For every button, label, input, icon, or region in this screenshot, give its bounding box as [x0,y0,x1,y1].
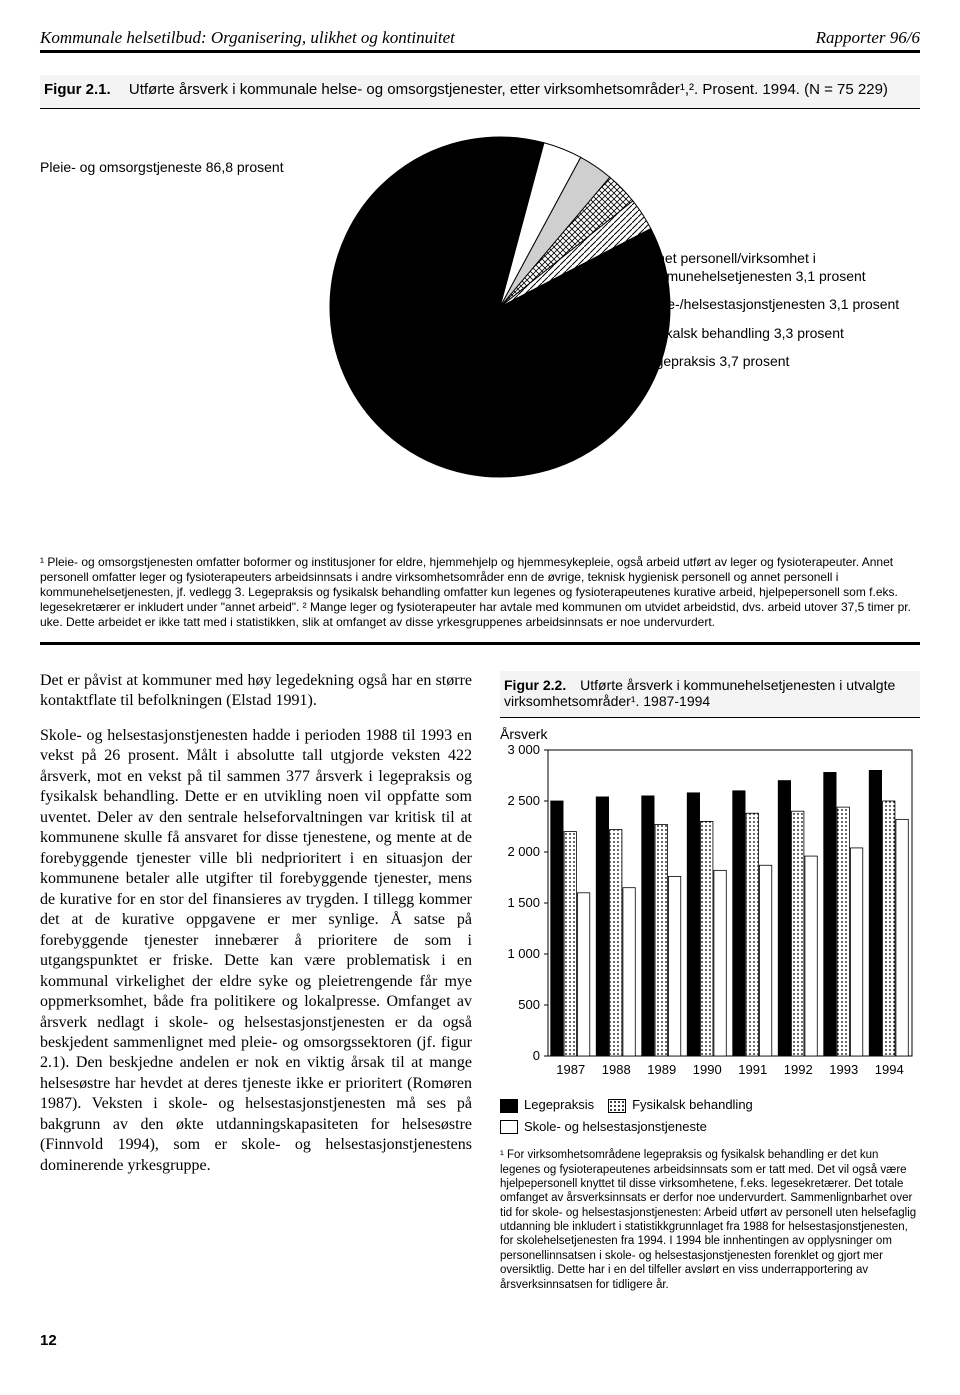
legend-label-2: Skole- og helsestasjonstjeneste [524,1119,707,1134]
pie-slice-label-3: Fysikalsk behandling 3,3 prosent [640,324,920,342]
svg-text:1987: 1987 [556,1062,585,1077]
page-number: 12 [40,1332,920,1349]
svg-text:1988: 1988 [602,1062,631,1077]
figure-2-caption: Figur 2.2. Utførte årsverk i kommunehels… [500,671,920,718]
pie-right-labels: Annet personell/virksomhet i kommunehels… [640,249,920,380]
svg-text:1994: 1994 [875,1062,904,1077]
figure-2-ylabel: Årsverk [500,726,920,742]
body-paragraph-1: Det er påvist at kommuner med høy legede… [40,671,472,712]
bar-chart: 0 500 1 000 1 500 2 000 2 500 3 000 1987 1988 198… [500,744,920,1084]
svg-text:1 000: 1 000 [507,946,540,961]
svg-text:1993: 1993 [829,1062,858,1077]
pie-slice-label-4: Legepraksis 3,7 prosent [640,352,920,370]
svg-text:1992: 1992 [784,1062,813,1077]
pie-slice-label-2: Skole-/helsestasjonstjenesten 3,1 prosen… [640,295,920,313]
figure-1-caption-text: Utførte årsverk i kommunale helse- og om… [129,81,888,98]
svg-text:1989: 1989 [647,1062,676,1077]
figure-2-legend: Legepraksis Fysikalsk behandling Skole- … [500,1097,920,1134]
svg-text:500: 500 [518,997,540,1012]
header-title-left: Kommunale helsetilbud: Organisering, uli… [40,28,455,48]
svg-text:1990: 1990 [693,1062,722,1077]
figure-2-footnote: ¹ For virksomhetsområdene legepraksis og… [500,1148,920,1292]
svg-text:1991: 1991 [738,1062,767,1077]
svg-text:2 500: 2 500 [507,793,540,808]
svg-text:3 000: 3 000 [507,744,540,757]
pie-slice-label-main: Pleie- og omsorgstjeneste 86,8 prosent [40,159,284,175]
svg-text:2 000: 2 000 [507,844,540,859]
pie-chart [320,127,680,487]
body-text-column: Det er påvist at kommuner med høy legede… [40,671,472,1292]
figure-2: Årsverk 0 500 1 000 1 500 2 000 2 500 3 000 198… [500,726,920,1087]
legend-swatch-fysikalsk [608,1099,626,1113]
figure-1-footnote: ¹ Pleie- og omsorgstjenesten omfatter bo… [40,555,920,645]
figure-2-column: Figur 2.2. Utførte årsverk i kommunehels… [500,671,920,1292]
figure-1-number: Figur 2.1. [44,81,111,98]
svg-text:1 500: 1 500 [507,895,540,910]
page-header: Kommunale helsetilbud: Organisering, uli… [40,28,920,53]
header-title-right: Rapporter 96/6 [816,28,920,48]
figure-1-caption: Figur 2.1. Utførte årsverk i kommunale h… [40,75,920,109]
legend-label-1: Fysikalsk behandling [632,1097,753,1112]
legend-swatch-skole [500,1120,518,1134]
svg-text:0: 0 [533,1048,540,1063]
legend-label-0: Legepraksis [524,1097,594,1112]
pie-slice-label-1: Annet personell/virksomhet i kommunehels… [640,249,920,285]
body-paragraph-2: Skole- og helsestasjonstjenesten hadde i… [40,726,472,1176]
figure-2-number: Figur 2.2. [504,677,566,693]
body-columns: Det er påvist at kommuner med høy legede… [40,671,920,1292]
legend-swatch-legepraksis [500,1099,518,1113]
figure-1: Pleie- og omsorgstjeneste 86,8 prosent A… [40,119,920,549]
